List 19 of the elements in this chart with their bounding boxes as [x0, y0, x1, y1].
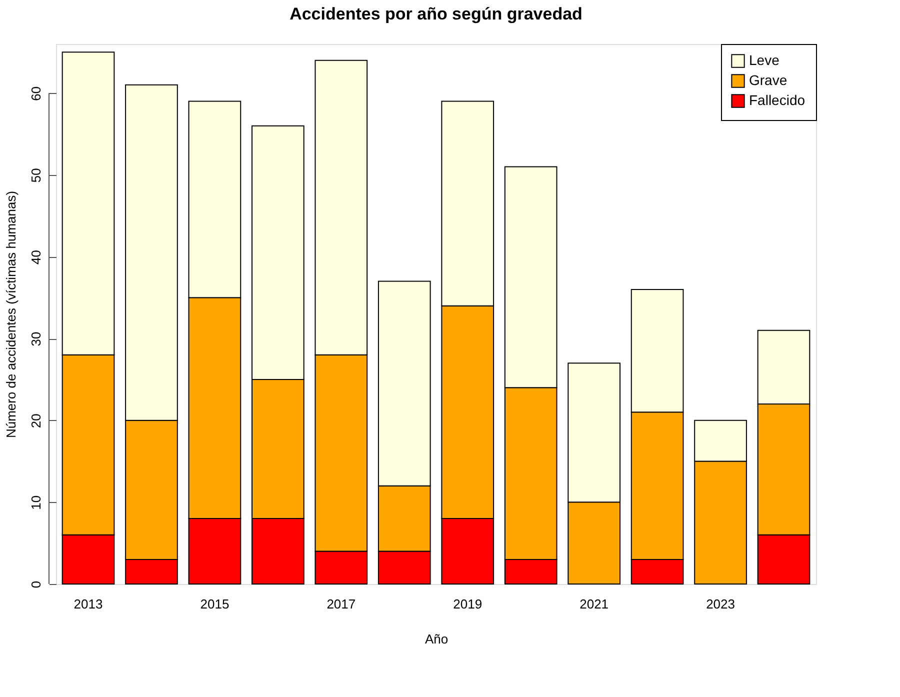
x-tick-label: 2021	[580, 596, 609, 612]
y-tick-label: 40	[28, 250, 44, 264]
y-tick-label: 60	[28, 86, 44, 101]
chart-title: Accidentes por año según gravedad	[290, 4, 582, 24]
y-tick-label: 30	[28, 332, 44, 346]
legend-label: Grave	[749, 72, 788, 88]
x-tick-label: 2017	[326, 596, 356, 612]
y-tick-label: 20	[28, 414, 44, 428]
legend-label: Fallecido	[749, 92, 806, 108]
x-tick-label: 2023	[706, 596, 735, 612]
y-axis-title: Número de accidentes (víctimas humanas)	[4, 190, 18, 438]
y-tick-label: 0	[28, 580, 44, 588]
x-tick-label: 2015	[200, 596, 230, 612]
y-tick-label: 50	[28, 168, 44, 183]
x-tick-label: 2013	[74, 596, 103, 612]
legend-label: Leve	[749, 52, 780, 68]
x-axis-title: Año	[424, 632, 448, 646]
y-tick-label: 10	[28, 495, 44, 510]
x-tick-label: 2019	[453, 596, 482, 612]
